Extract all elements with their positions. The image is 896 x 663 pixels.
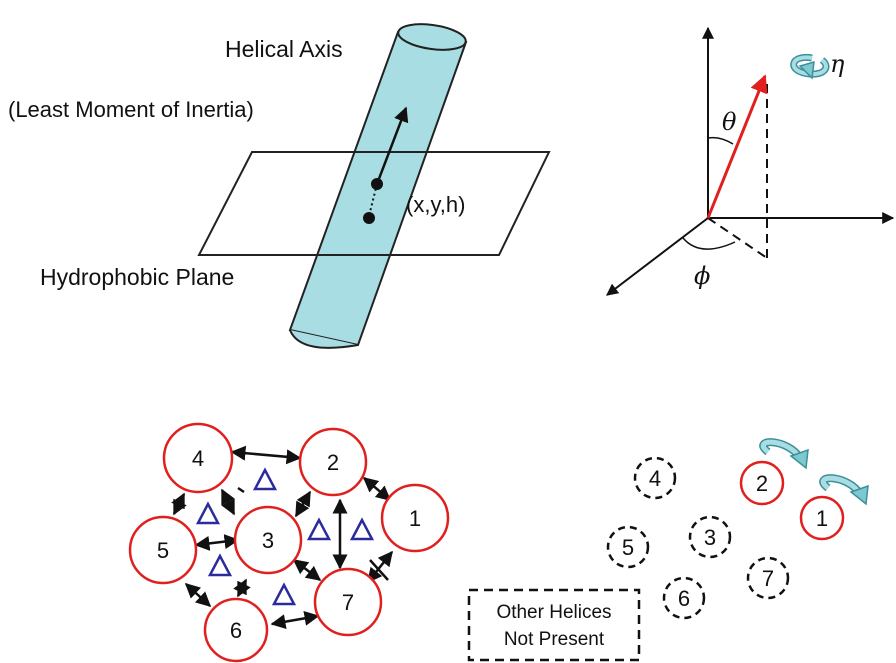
absent-helix-5: 5 bbox=[606, 525, 650, 569]
helix-label-6: 6 bbox=[230, 618, 242, 643]
helix-label-3: 3 bbox=[262, 528, 274, 553]
rotation-arrow-icon bbox=[759, 438, 809, 470]
triangle-icon bbox=[252, 467, 278, 491]
absent-helix-label-5: 5 bbox=[622, 535, 634, 560]
panel-c-helix-network: 4 2 1 3 5 7 6 bbox=[128, 422, 450, 663]
absent-helix-3: 3 bbox=[688, 515, 732, 559]
triangle-icon bbox=[349, 517, 375, 541]
absent-helix-label-7: 7 bbox=[762, 566, 774, 591]
helix-circle-2: 2 bbox=[298, 427, 368, 497]
helix-cylinder-bottom bbox=[289, 329, 359, 349]
phi-arc bbox=[682, 237, 736, 250]
helical-axis-label: Helical Axis bbox=[225, 36, 343, 62]
panel-a-helix-diagram: Helical Axis (Least Moment of Inertia) (… bbox=[8, 23, 551, 349]
helix-circle-7: 7 bbox=[313, 567, 383, 637]
contact-arrows bbox=[171, 445, 393, 630]
hydrophobic-plane bbox=[197, 151, 551, 256]
rotation-arrow-icon bbox=[819, 474, 869, 506]
phi-label: ϕ bbox=[694, 262, 710, 290]
projection-horizontal bbox=[707, 217, 768, 259]
legend-box: Other Helices Not Present bbox=[467, 588, 641, 662]
panel-b-orientation-axes: θ ϕ η bbox=[606, 26, 895, 296]
eta-rotation-arrow-icon bbox=[790, 53, 830, 80]
absent-helix-label-6: 6 bbox=[678, 586, 690, 611]
absent-helix-4: 4 bbox=[633, 456, 677, 500]
helix-label-1: 1 bbox=[409, 506, 421, 531]
helix-circle-5: 5 bbox=[128, 515, 198, 585]
absent-helix-7: 7 bbox=[746, 556, 790, 600]
x-axis bbox=[606, 217, 709, 296]
helix-label-7: 7 bbox=[342, 590, 354, 615]
theta-label: θ bbox=[722, 108, 737, 136]
helix-circle-1: 1 bbox=[380, 483, 450, 553]
helix-cylinder-top bbox=[397, 23, 467, 51]
legend-line-2: Not Present bbox=[504, 629, 605, 650]
helix-circle-4: 4 bbox=[162, 422, 234, 494]
panel-d-partial-helices: 4 3 5 6 7 2 1 bbox=[467, 438, 869, 662]
inertia-label: (Least Moment of Inertia) bbox=[8, 97, 254, 122]
theta-arc bbox=[707, 136, 734, 145]
axis-point-lower bbox=[363, 212, 375, 224]
triangle-icon bbox=[195, 501, 221, 525]
triangle-icon bbox=[207, 553, 233, 577]
helix-label-5: 5 bbox=[157, 538, 169, 563]
absent-helix-label-3: 3 bbox=[704, 525, 716, 550]
contact-triangles bbox=[195, 467, 375, 606]
helix-circle-6: 6 bbox=[203, 597, 269, 663]
eta-label: η bbox=[830, 50, 845, 78]
triangle-icon bbox=[306, 517, 332, 541]
present-helix-2: 2 bbox=[739, 460, 785, 506]
absent-helix-label-4: 4 bbox=[649, 466, 661, 491]
helical-axis-arrow bbox=[375, 106, 409, 185]
legend-line-1: Other Helices bbox=[496, 602, 611, 623]
position-label: (x,y,h) bbox=[406, 192, 465, 217]
axis-point-upper bbox=[371, 178, 383, 190]
present-helix-1: 1 bbox=[799, 495, 845, 541]
helix-label-4: 4 bbox=[192, 446, 204, 471]
helix-label-2: 2 bbox=[327, 450, 339, 475]
present-helix-label-1: 1 bbox=[816, 506, 828, 531]
present-helix-label-2: 2 bbox=[756, 471, 768, 496]
absent-helix-6: 6 bbox=[662, 576, 706, 620]
triangle-icon bbox=[271, 582, 297, 606]
helix-circle-3: 3 bbox=[233, 505, 303, 575]
plane-label: Hydrophobic Plane bbox=[40, 264, 234, 290]
orientation-vector bbox=[706, 74, 768, 219]
